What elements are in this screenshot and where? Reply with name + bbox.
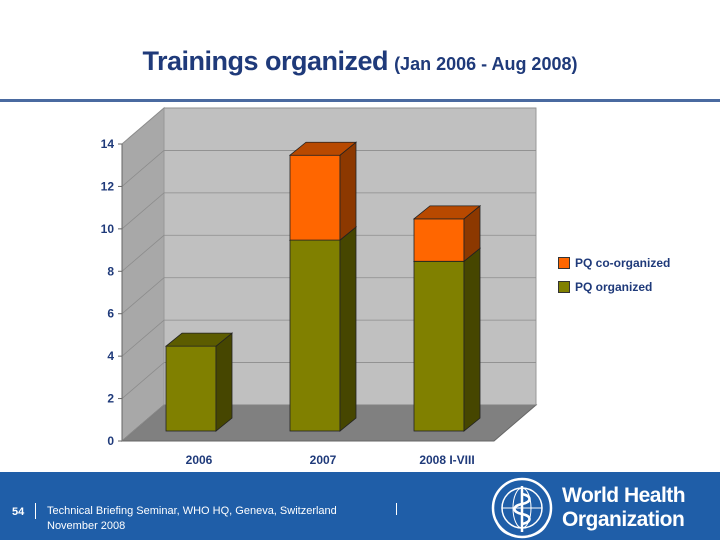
x-category-label: 2007 [310,453,337,467]
who-wordmark-line2: Organization [562,508,685,531]
legend-swatch-co-organized [558,257,570,269]
legend-item-organized: PQ organized [558,276,680,298]
title-divider [0,99,720,102]
bar-top-0 [164,332,234,347]
y-tick-label: 12 [101,179,115,193]
title-main: Trainings organized [142,46,389,76]
bar-side-1 [339,141,357,241]
bar-top-1 [412,205,482,220]
footer-date-line: November 2008 [47,520,126,532]
gridline [121,107,536,145]
footer-event-line: Technical Briefing Seminar, WHO HQ, Gene… [47,505,337,517]
bar-front-0 [289,239,341,432]
bar-front-1 [413,218,465,262]
footer-separator [35,503,36,519]
bar-side-0 [463,247,481,432]
title-date-range: (Jan 2006 - Aug 2008) [394,54,578,74]
stacked-bar-chart: 0 2 4 6 8 10 12 14 2006 2007 2008 I-VIII [101,106,538,467]
bar-top-1 [288,141,358,156]
legend-swatch-organized [558,281,570,293]
y-tick-label: 6 [107,307,114,321]
footer-event-text: Technical Briefing Seminar, WHO HQ, Gene… [47,504,337,534]
chart-side-wall [121,106,165,443]
y-tick-label: 10 [101,222,115,236]
y-tick-label: 14 [101,137,115,151]
chart-legend: PQ co-organized PQ organized [550,250,680,306]
bar-side-0 [339,226,357,432]
legend-item-co-organized: PQ co-organized [558,252,680,274]
who-wordmark-line1: World Health [562,484,686,507]
footer-bar: 54 Technical Briefing Seminar, WHO HQ, G… [0,472,720,540]
gridline [121,234,536,272]
page-number: 54 [12,506,25,518]
legend-label-organized: PQ organized [575,280,653,294]
bar-side-0 [215,332,233,432]
x-category-label: 2006 [186,453,213,467]
gridline [121,277,536,315]
gridline [121,362,536,399]
footer-separator-2 [396,503,397,515]
y-tick-label: 4 [107,349,114,363]
bar-front-0 [165,345,217,432]
gridline [121,150,536,187]
bar-front-1 [289,154,341,241]
gridline [121,319,536,357]
y-tick-label: 2 [107,392,114,406]
gridline [121,192,536,230]
legend-label-co-organized: PQ co-organized [575,256,671,270]
y-tick-label: 8 [107,264,114,278]
slide-title: Trainings organized (Jan 2006 - Aug 2008) [0,46,720,77]
who-emblem-icon [491,477,553,539]
x-category-label: 2008 I-VIII [419,453,474,467]
bar-front-0 [413,260,465,432]
gridline [121,404,536,442]
who-wordmark: World Health Organization [562,484,686,532]
y-tick-label: 0 [107,434,114,448]
